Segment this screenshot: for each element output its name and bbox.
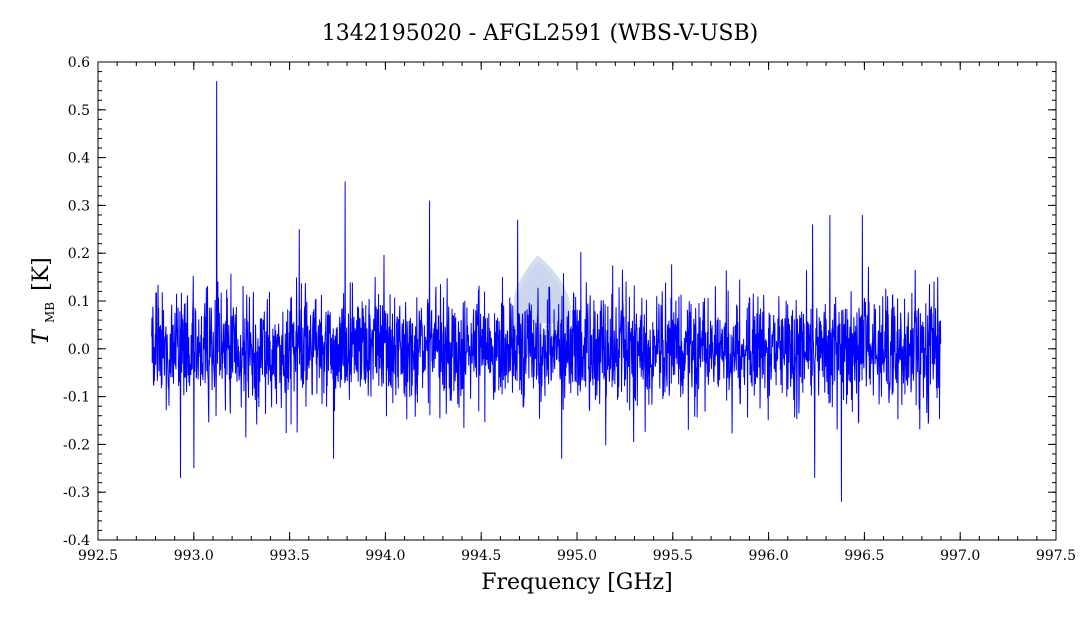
x-tick-label: 995.5	[653, 548, 693, 564]
y-axis-label-main: T	[29, 328, 54, 345]
y-tick-label: 0.5	[68, 103, 90, 119]
ticks-group	[97, 61, 1057, 541]
y-tick-label: 0.4	[68, 151, 90, 167]
y-tick-label: -0.2	[63, 437, 90, 453]
y-axis-label: T MB [K]	[29, 257, 60, 344]
plot-area: HIFI	[97, 61, 1057, 541]
y-tick-label: -0.4	[63, 533, 90, 549]
y-tick-label: 0.6	[68, 55, 90, 71]
x-tick-label: 992.5	[78, 548, 118, 564]
x-tick-label: 996.0	[749, 548, 789, 564]
x-tick-label: 993.5	[270, 548, 310, 564]
x-tick-label: 994.0	[365, 548, 405, 564]
x-tick-label: 994.5	[461, 548, 501, 564]
y-tick-label: 0.1	[68, 294, 90, 310]
x-tick-label: 995.0	[557, 548, 597, 564]
spectrum-series-line	[151, 81, 942, 502]
x-axis-label: Frequency [GHz]	[481, 570, 673, 595]
y-tick-label: 0.3	[68, 198, 90, 214]
x-tick-label: 997.5	[1036, 548, 1076, 564]
y-tick-label: 0.2	[68, 246, 90, 262]
y-tick-label: -0.1	[63, 390, 90, 406]
x-tick-label: 997.0	[940, 548, 980, 564]
x-tick-label: 996.5	[844, 548, 884, 564]
series-group	[151, 81, 942, 502]
x-tick-labels: 992.5 993.0 993.5 994.0 994.5 995.0 995.5 996.0…	[78, 548, 1076, 564]
y-tick-label: 0.0	[68, 342, 90, 358]
y-axis-label-unit: [K]	[29, 257, 54, 291]
svg-text:T MB [K]: T MB [K]	[29, 257, 60, 344]
x-tick-label: 993.0	[174, 548, 214, 564]
y-tick-labels: -0.4 -0.3 -0.2 -0.1 0.0 0.1 0.2 0.3 0.4 0.5 0.6	[63, 55, 90, 549]
chart-title: 1342195020 - AFGL2591 (WBS-V-USB)	[322, 21, 758, 46]
y-tick-label: -0.3	[63, 485, 90, 501]
y-axis-label-subscript: MB	[43, 302, 57, 323]
